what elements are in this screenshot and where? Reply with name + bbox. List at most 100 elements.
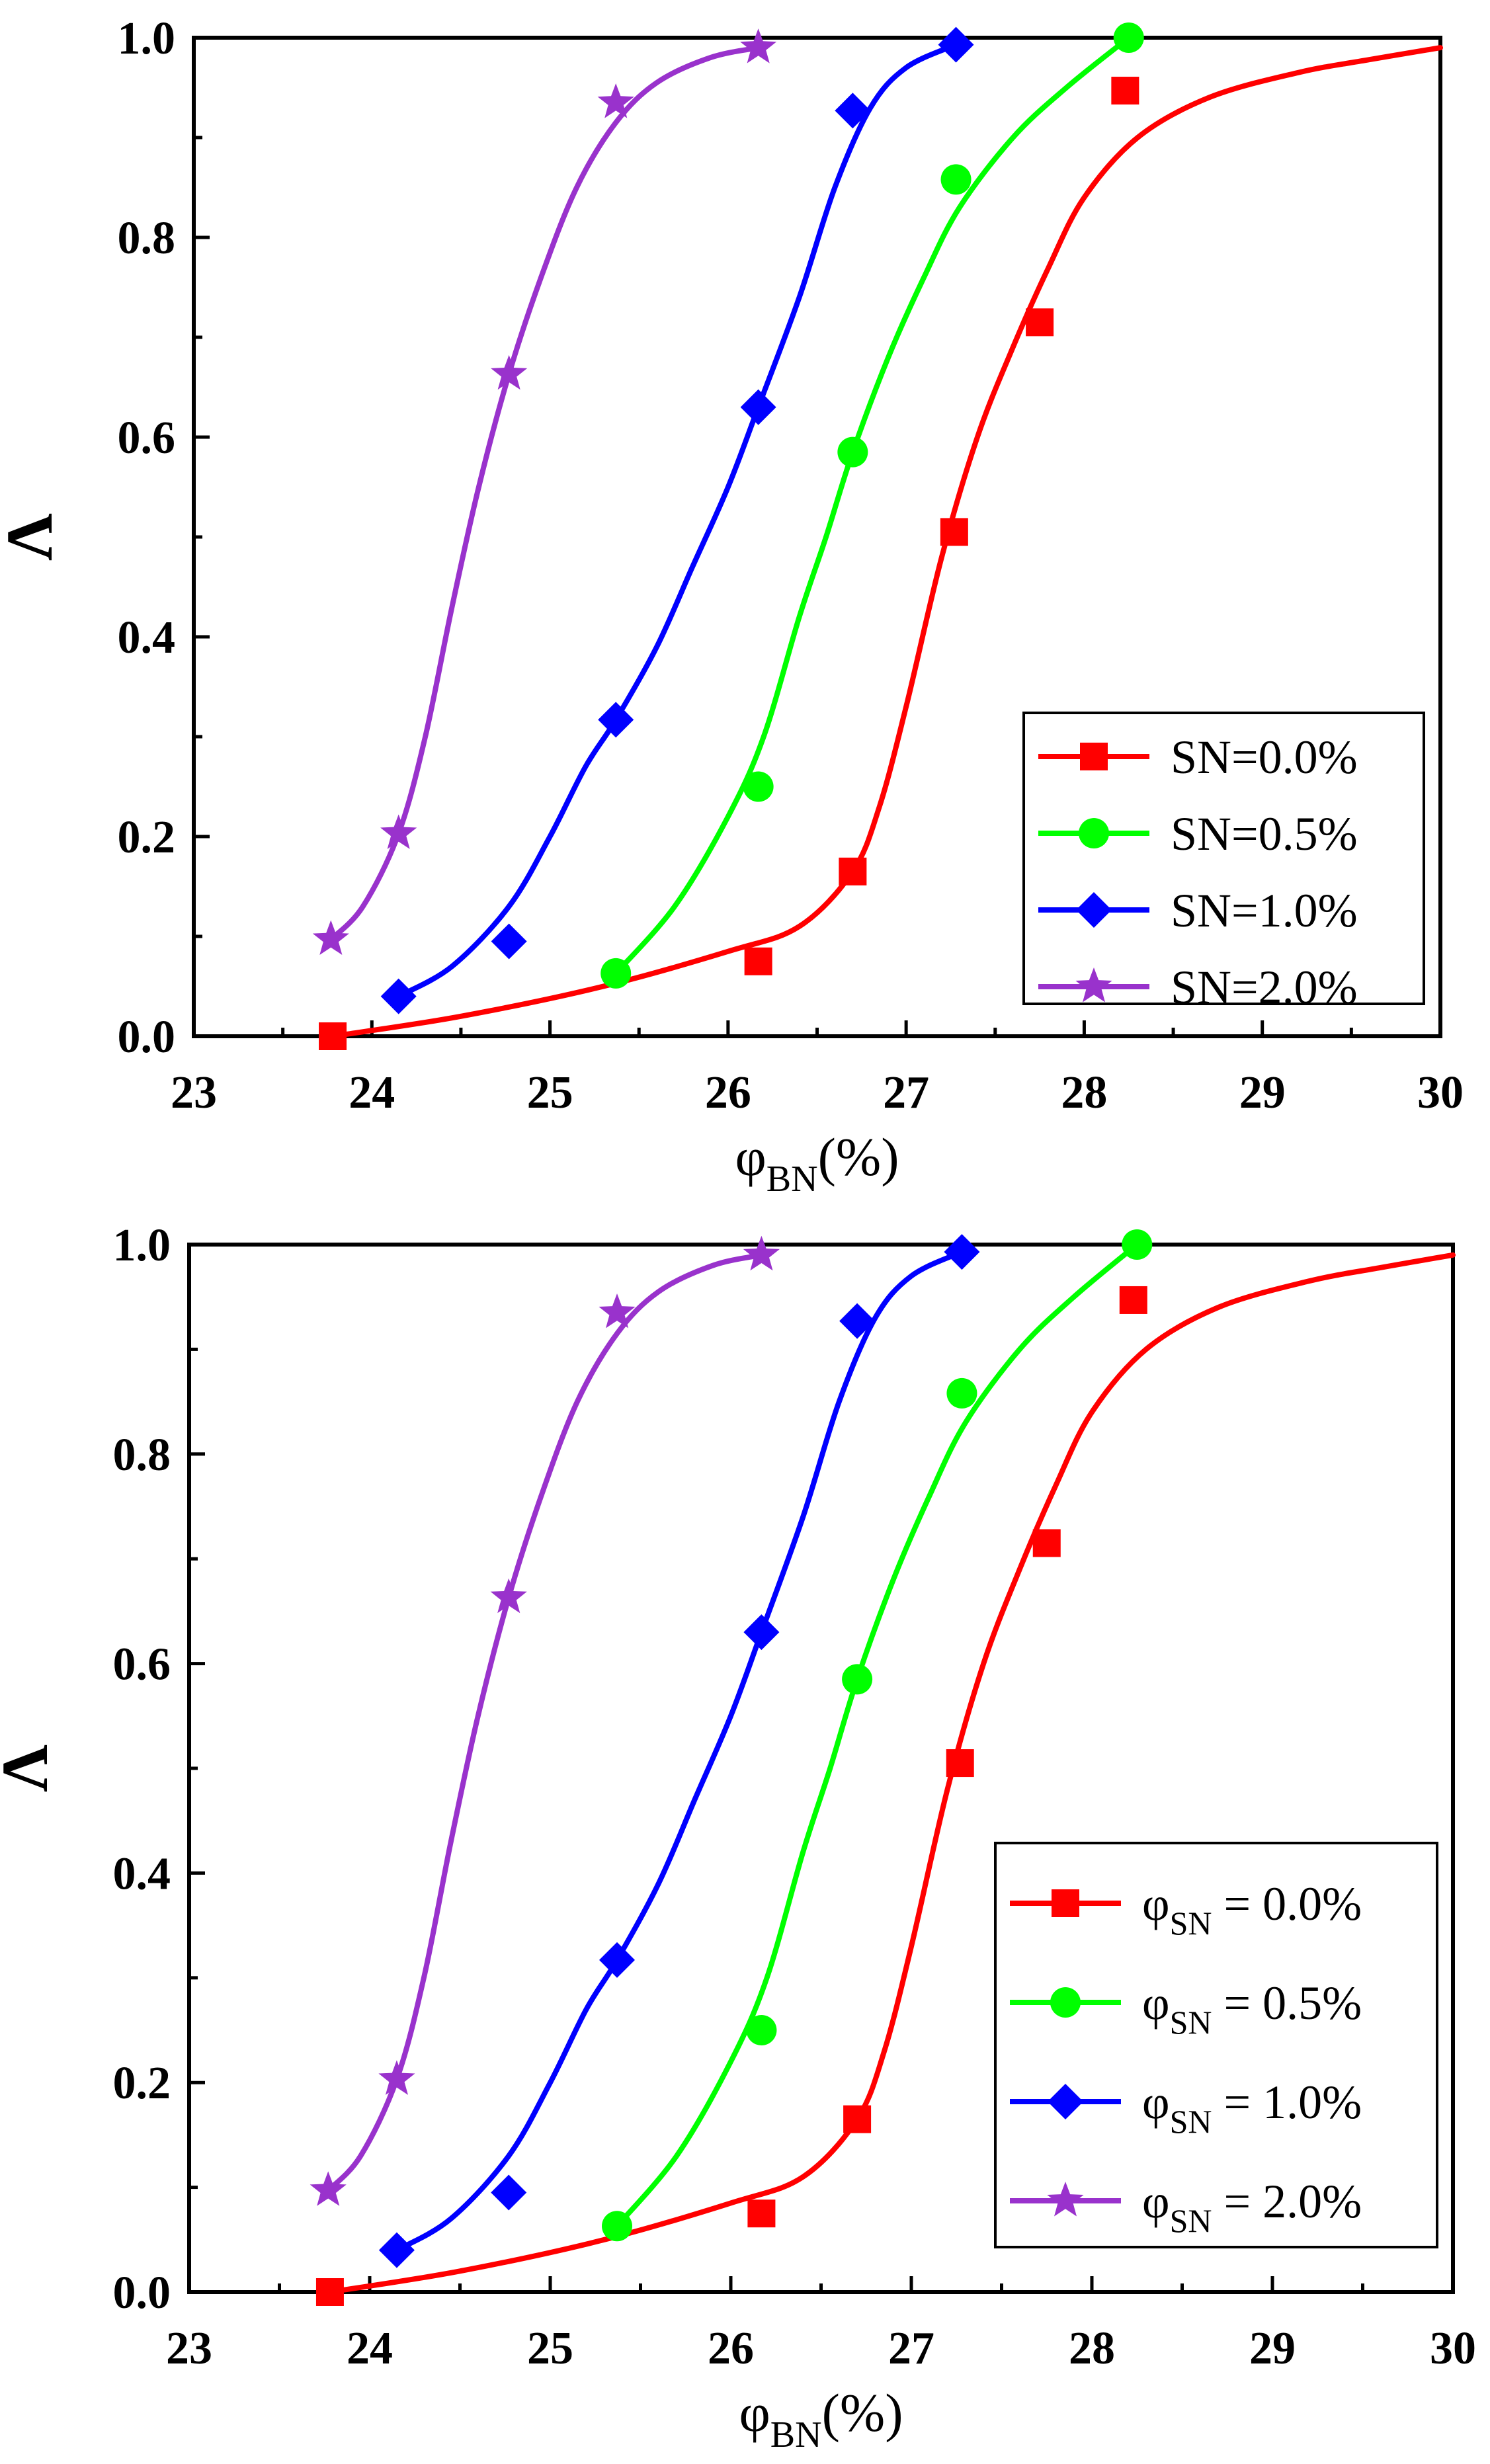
- data-point: [946, 1377, 977, 1409]
- legend-label-sub: SN: [1170, 2004, 1212, 2041]
- series-1: [319, 45, 1443, 1050]
- chart-top: 23 24 25 26 27 28 29 30 0.0 0.2 0.4 0.6 0.8 1.0 φBN(%)…: [0, 13, 1464, 1200]
- y-axis-title: Λ: [0, 1745, 62, 1792]
- x-axis-title: φBN(%): [735, 1127, 899, 1200]
- data-point: [600, 958, 632, 989]
- series-4: [310, 1235, 780, 2206]
- legend-label: SN=1.0%: [1171, 884, 1358, 937]
- legend-marker: [1047, 2182, 1084, 2217]
- legend-label-main: SN=2.0%: [1171, 961, 1358, 1014]
- legend-label-main: φ: [1142, 1877, 1170, 1930]
- data-point: [842, 1664, 873, 1695]
- data-point: [1122, 1229, 1153, 1260]
- data-point: [378, 2232, 415, 2268]
- legend-label: SN=0.0%: [1171, 731, 1358, 784]
- data-point: [319, 1022, 347, 1050]
- y-tick-label: 0.6: [118, 413, 176, 464]
- data-point: [744, 947, 772, 975]
- data-point: [602, 2211, 633, 2242]
- y-tick-label: 0.8: [113, 1430, 171, 1481]
- x-axis-title-main: φ: [739, 2383, 770, 2443]
- x-axis-title-main: φ: [735, 1127, 766, 1187]
- data-point: [740, 389, 776, 425]
- legend-label-suffix: = 1.0%: [1212, 2076, 1362, 2129]
- data-point: [597, 83, 634, 118]
- y-tick-label: 0.2: [118, 812, 176, 863]
- x-tick-label: 23: [166, 2323, 212, 2374]
- series-3: [380, 26, 974, 1014]
- legend-label-sub: SN: [1170, 1905, 1212, 1942]
- data-point: [835, 93, 871, 129]
- legend-marker: [1080, 743, 1108, 770]
- legend-item-2: SN=0.5%: [1038, 807, 1358, 860]
- data-point: [839, 1303, 876, 1339]
- data-point: [740, 28, 777, 63]
- legend: φSN = 0.0%φSN = 0.5%φSN = 1.0%φSN = 2.0%: [994, 1842, 1438, 2248]
- legend-marker: [1050, 1987, 1081, 2018]
- x-tick-label: 25: [527, 2323, 573, 2374]
- legend-label-main: SN=0.0%: [1171, 731, 1358, 784]
- series-1: [315, 1252, 1456, 2306]
- y-tick-label: 0.2: [113, 2058, 171, 2109]
- legend-marker: [1052, 1889, 1079, 1917]
- legend-marker: [1079, 818, 1109, 848]
- legend-label-main: φ: [1142, 2076, 1170, 2129]
- series-line: [395, 42, 959, 999]
- x-axis: 23 24 25 26 27 28 29 30: [171, 1020, 1464, 1118]
- data-point: [598, 702, 634, 738]
- y-tick-label: 1.0: [118, 13, 176, 64]
- series-line: [330, 45, 1443, 1039]
- y-axis: 0.0 0.2 0.4 0.6 0.8 1.0: [118, 13, 210, 1063]
- legend-label: φSN = 2.0%: [1142, 2175, 1362, 2239]
- data-point: [743, 1614, 780, 1651]
- legend-label: SN=2.0%: [1171, 961, 1358, 1014]
- x-tick-label: 26: [705, 1067, 751, 1118]
- series-line: [325, 1252, 765, 2194]
- data-point: [491, 923, 527, 960]
- legend-item-1: SN=0.0%: [1038, 731, 1358, 784]
- chart-bottom: 23 24 25 26 27 28 29 300.00.20.40.60.81.0φBN(%)…: [0, 1220, 1476, 2455]
- data-point: [491, 2174, 527, 2211]
- y-tick-label: 0.6: [113, 1639, 171, 1690]
- series-3: [378, 1234, 980, 2268]
- series-2: [600, 22, 1144, 989]
- x-tick-label: 27: [883, 1067, 929, 1118]
- x-tick-label: 26: [708, 2323, 754, 2374]
- legend-label: SN=0.5%: [1171, 807, 1358, 860]
- legend-label-sub: SN: [1170, 2202, 1212, 2239]
- legend-label-main: SN=0.5%: [1171, 807, 1358, 860]
- y-tick-label: 0.0: [113, 2268, 171, 2319]
- y-axis: 0.0 0.2 0.4 0.6 0.8 1.0: [113, 1220, 205, 2319]
- x-tick-label: 24: [347, 2323, 393, 2374]
- data-point: [312, 920, 349, 955]
- data-point: [743, 1235, 780, 1271]
- x-tick-label: 27: [888, 2323, 934, 2374]
- x-tick-label: 24: [349, 1067, 395, 1118]
- legend-item-4: SN=2.0%: [1038, 961, 1358, 1014]
- data-point: [938, 26, 974, 63]
- legend-label-suffix: = 0.5%: [1212, 1977, 1362, 2030]
- legend-item-4: φSN = 2.0%: [1010, 2175, 1362, 2239]
- data-point: [1032, 1529, 1061, 1557]
- legend-label-main: φ: [1142, 2175, 1170, 2228]
- x-axis: 23 24 25 26 27 28 29 30: [166, 2276, 1476, 2374]
- legend-label-main: SN=1.0%: [1171, 884, 1358, 937]
- data-point: [380, 814, 417, 849]
- legend-label-suffix: = 0.0%: [1212, 1877, 1362, 1930]
- x-axis-title: φBN(%): [739, 2383, 903, 2455]
- y-tick-label: 0.8: [118, 213, 176, 264]
- series-4: [312, 28, 777, 955]
- data-point: [946, 1749, 974, 1778]
- series-line: [327, 1252, 1456, 2295]
- y-tick-label: 0.4: [113, 1848, 171, 1899]
- series-2: [602, 1229, 1153, 2242]
- x-tick-label: 28: [1061, 1067, 1107, 1118]
- y-tick-label: 0.0: [118, 1012, 176, 1063]
- legend-item-3: φSN = 1.0%: [1010, 2076, 1362, 2140]
- x-axis-title-sub: BN: [766, 1159, 818, 1200]
- data-point: [1113, 22, 1144, 53]
- x-tick-label: 30: [1417, 1067, 1464, 1118]
- legend-item-3: SN=1.0%: [1038, 884, 1358, 937]
- x-axis-title-suffix: (%): [818, 1127, 899, 1187]
- series-line: [328, 45, 761, 942]
